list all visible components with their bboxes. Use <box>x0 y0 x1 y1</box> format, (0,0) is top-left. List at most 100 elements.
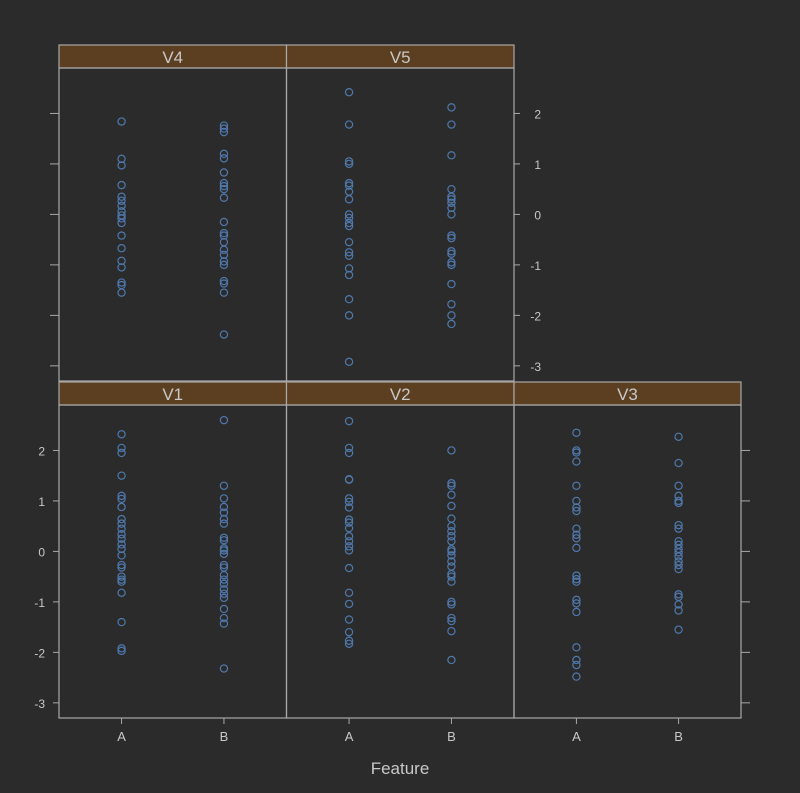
point-v1-a <box>117 617 126 627</box>
point-v5-b <box>447 195 456 204</box>
point-v5-a <box>344 264 354 273</box>
x-tick-label: A <box>117 729 126 744</box>
point-v2-b <box>447 514 456 523</box>
point-v3-b <box>674 606 683 615</box>
point-v4-b <box>219 181 229 191</box>
point-v2-a <box>344 523 354 533</box>
point-v3-a <box>572 571 581 580</box>
point-v5-b <box>447 233 456 243</box>
point-v1-b <box>219 560 229 570</box>
point-v5-b <box>447 279 456 289</box>
point-v5-b <box>447 231 456 240</box>
panel-frame-v5 <box>285 67 515 382</box>
point-v4-a <box>117 278 126 287</box>
point-v3-a <box>572 496 581 506</box>
point-v3-a <box>572 643 581 652</box>
point-v3-a <box>572 448 581 457</box>
point-v3-b <box>674 564 683 574</box>
y-tick-label: -3 <box>530 360 541 374</box>
point-v1-a <box>117 430 126 439</box>
point-v5-a <box>344 195 354 204</box>
point-v4-a <box>117 231 126 240</box>
point-v4-a <box>117 263 126 272</box>
point-v4-a <box>117 244 126 253</box>
point-v1-a <box>117 588 126 598</box>
point-v2-b <box>447 532 456 541</box>
point-v4-b <box>219 184 229 194</box>
point-v1-a <box>117 524 126 533</box>
point-v1-b <box>219 619 229 628</box>
point-v2-a <box>344 639 354 648</box>
point-v2-b <box>447 572 456 581</box>
point-v1-a <box>117 471 126 480</box>
y-tick-label: 0 <box>534 208 541 222</box>
point-v2-b <box>447 521 456 531</box>
point-v5-b <box>447 210 456 219</box>
point-v2-b <box>447 479 456 488</box>
point-v1-a <box>117 646 126 656</box>
point-v2-b <box>447 655 456 665</box>
point-v1-a <box>117 540 126 549</box>
point-v2-a <box>344 546 354 555</box>
point-v4-a <box>117 201 126 211</box>
point-v4-b <box>219 257 229 266</box>
point-v1-a <box>117 514 126 524</box>
point-v3-a <box>572 543 581 553</box>
point-v5-a <box>344 157 354 166</box>
point-v1-b <box>219 533 229 542</box>
point-v1-b <box>219 415 229 425</box>
point-v2-a <box>344 615 354 624</box>
point-v5-b <box>447 300 456 309</box>
y-tick-label: -2 <box>530 309 541 323</box>
point-v5-a <box>344 178 354 188</box>
panel-frame-v2 <box>285 404 515 719</box>
y-tick-label: 1 <box>534 158 541 172</box>
point-v1-a <box>117 544 126 554</box>
point-v4-b <box>219 250 229 259</box>
point-v5-a <box>344 237 354 247</box>
point-v4-b <box>219 245 229 254</box>
point-v3-a <box>572 655 581 665</box>
point-v1-b <box>219 579 229 588</box>
point-v2-b <box>447 501 456 511</box>
point-v1-a <box>117 551 126 560</box>
point-v3-a <box>572 577 581 586</box>
point-v1-a <box>117 534 126 543</box>
point-v5-a <box>344 181 354 190</box>
point-v3-a <box>572 524 581 533</box>
point-v5-a <box>344 213 354 223</box>
point-v2-a <box>344 448 354 458</box>
point-v1-b <box>219 519 229 528</box>
point-v5-a <box>344 295 354 304</box>
point-v2-a <box>344 599 354 609</box>
point-v1-a <box>117 443 126 453</box>
point-v4-b <box>219 217 229 227</box>
point-v3-b <box>674 548 683 557</box>
y-tick-label: -1 <box>34 596 45 610</box>
point-v4-b <box>219 228 229 238</box>
point-v4-b <box>219 121 229 130</box>
point-v3-b <box>674 625 683 634</box>
x-tick-label: B <box>220 729 229 744</box>
point-v1-a <box>117 519 126 528</box>
point-v3-b <box>674 498 683 508</box>
y-tick-label: 0 <box>38 545 45 559</box>
point-v3-a <box>572 428 581 437</box>
point-v2-b <box>447 613 456 623</box>
point-v3-a <box>572 607 581 617</box>
point-v5-a <box>344 251 354 260</box>
strip-label-v5: V5 <box>390 48 411 67</box>
point-v4-b <box>219 124 229 133</box>
point-v5-a <box>344 88 354 97</box>
point-v2-a <box>344 503 354 512</box>
point-v2-b <box>447 551 456 560</box>
point-v2-b <box>447 577 456 586</box>
point-v3-a <box>572 530 581 539</box>
point-v2-a <box>344 563 354 573</box>
point-v4-b <box>219 231 229 240</box>
point-v5-a <box>344 311 354 320</box>
point-v3-a <box>572 506 581 516</box>
point-v2-b <box>447 446 456 455</box>
point-v5-b <box>447 184 456 194</box>
